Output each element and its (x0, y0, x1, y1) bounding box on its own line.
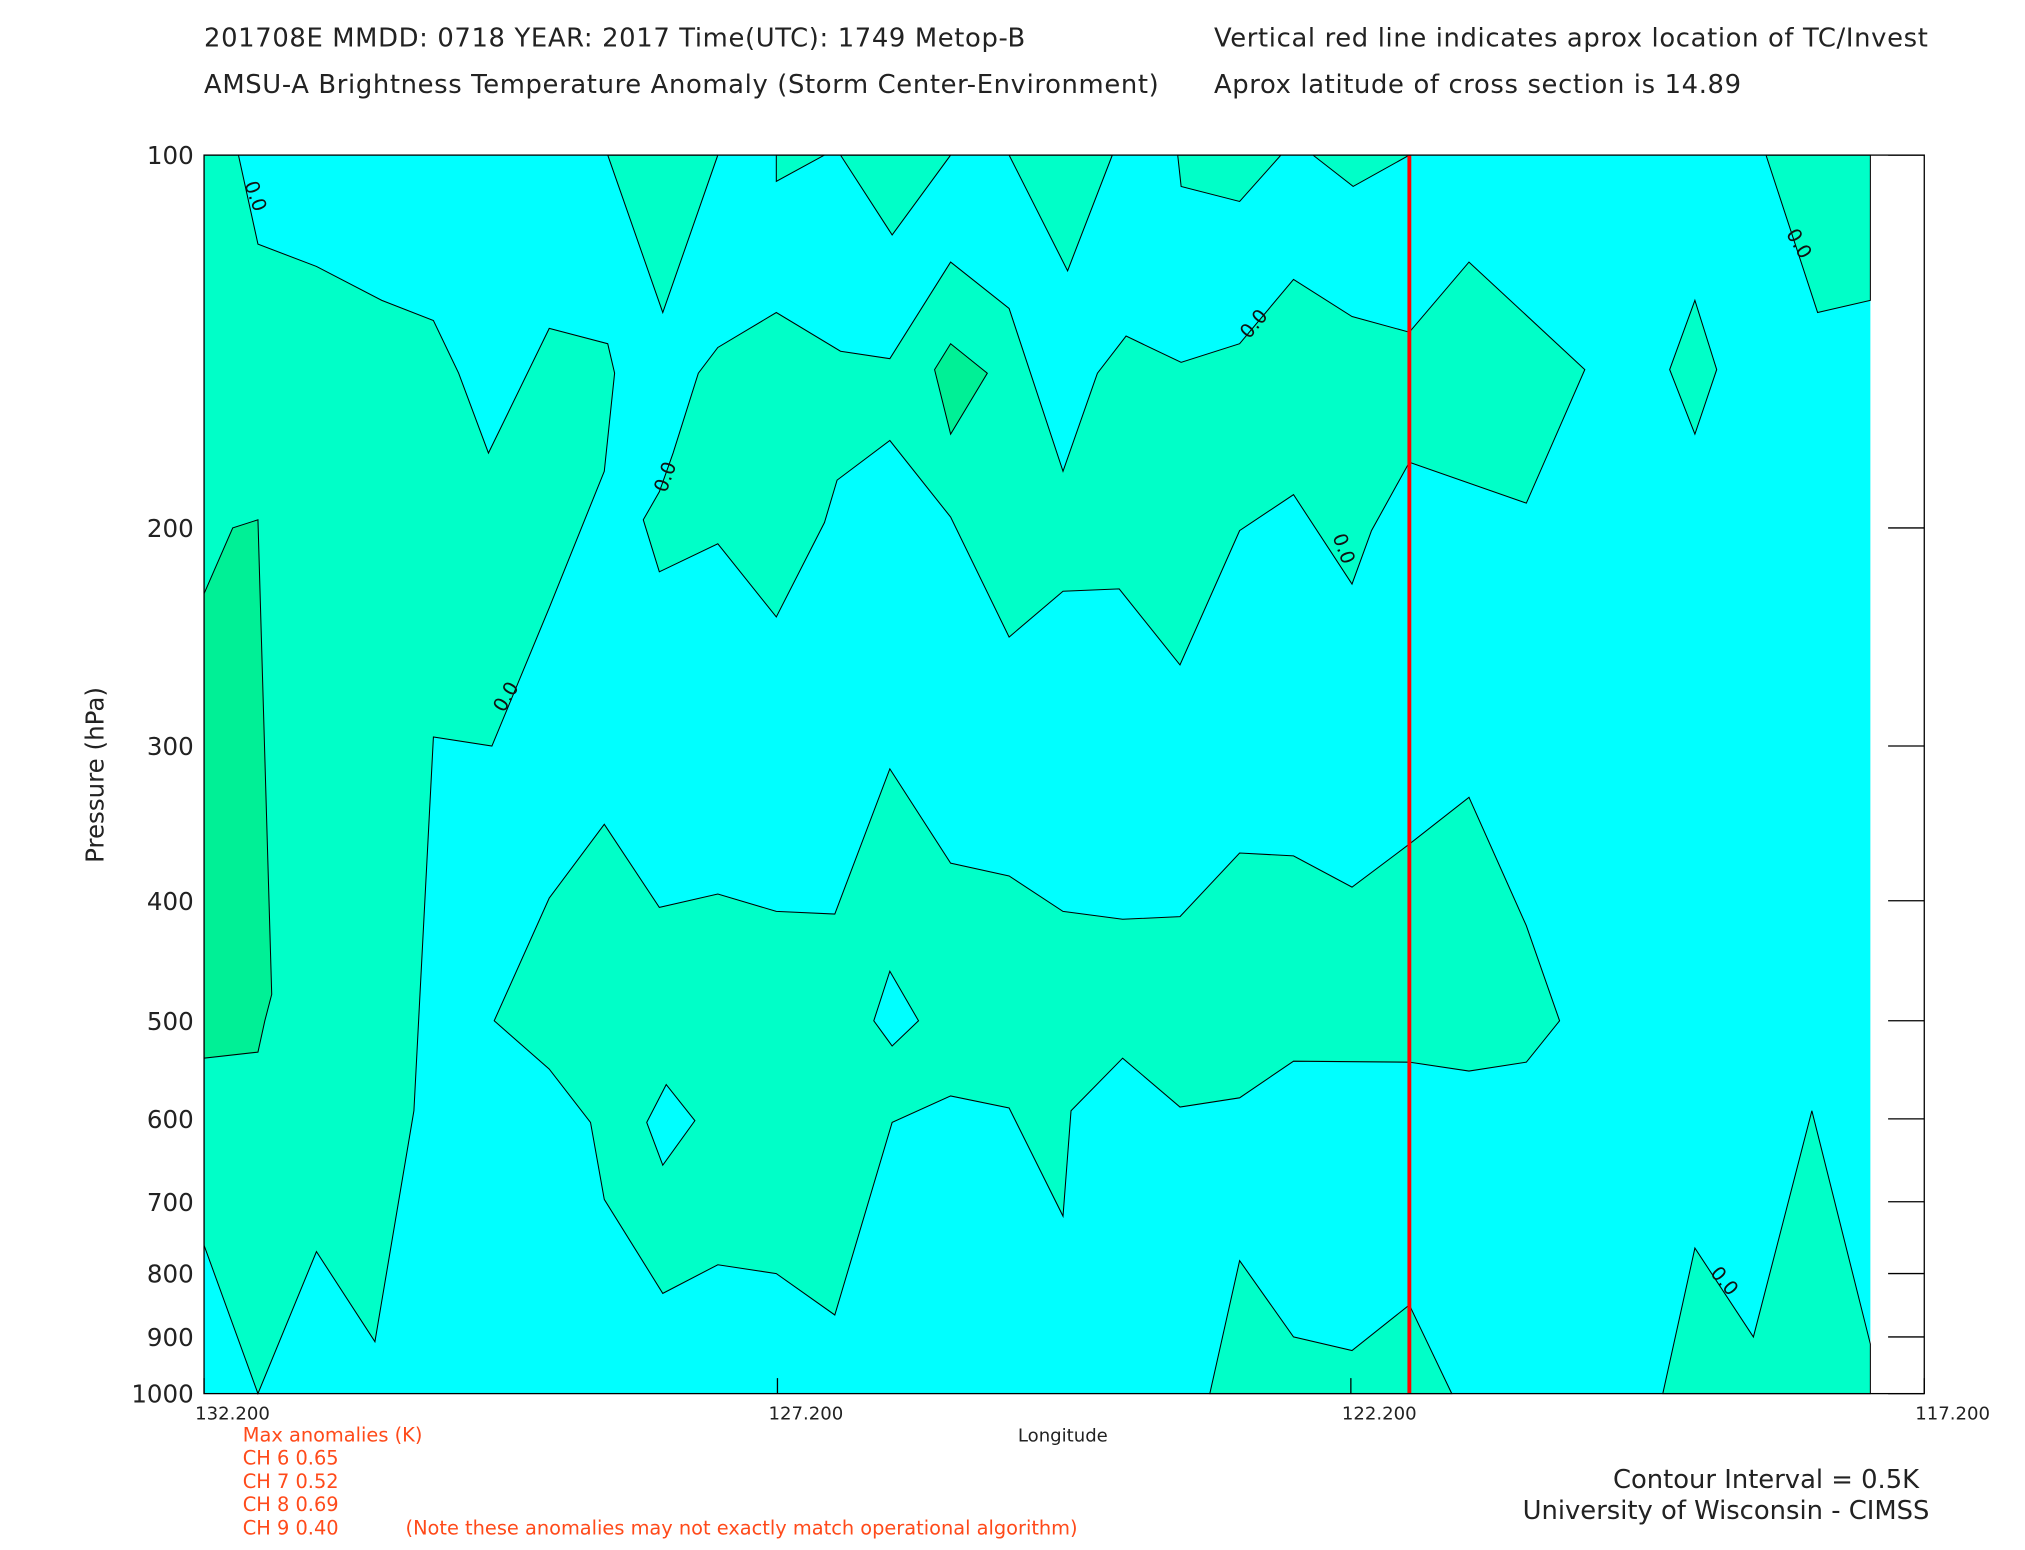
contour-interval: Contour Interval = 0.5K (1613, 1465, 1920, 1495)
x-tick-label: 132.200 (195, 1403, 270, 1424)
note: Aprox latitude of cross section is 14.89 (1214, 70, 1742, 100)
y-tick-label: 200 (147, 514, 194, 543)
y-tick-label: 900 (147, 1323, 194, 1352)
x-axis-label: Longitude (1018, 1425, 1108, 1446)
plot-area: 0.00.00.00.00.00.00.01002003004005006007… (131, 141, 1990, 1424)
contour-region (203, 154, 616, 1396)
y-tick-label: 400 (147, 887, 194, 916)
anomaly-row: CH 9 0.40 (243, 1516, 339, 1539)
plot-frame (203, 154, 1925, 1395)
chart-title: 201708E MMDD: 0718 YEAR: 2017 Time(UTC):… (204, 24, 1026, 54)
note: Vertical red line indicates aprox locati… (1214, 24, 1929, 54)
y-tick-label: 600 (147, 1105, 194, 1134)
contour-region (873, 969, 920, 1047)
contour-region (493, 767, 1561, 1316)
x-tick-label: 117.200 (1915, 1403, 1990, 1424)
anomaly-row: CH 7 0.52 (243, 1470, 339, 1493)
credit: University of Wisconsin - CIMSS (1523, 1496, 1930, 1526)
contour-region (642, 261, 1586, 666)
anomaly-row: CH 8 0.69 (243, 1493, 339, 1516)
field-background (204, 155, 1871, 1394)
chart-subtitle: AMSU-A Brightness Temperature Anomaly (S… (204, 70, 1159, 100)
contour-region (934, 342, 988, 436)
contour-region (1669, 298, 1718, 436)
x-tick-label: 122.200 (1342, 1403, 1417, 1424)
anomaly-row: CH 6 0.65 (243, 1447, 339, 1470)
y-tick-label: 700 (147, 1188, 194, 1217)
y-tick-label: 500 (147, 1007, 194, 1036)
anomaly-title: Max anomalies (K) (243, 1423, 423, 1446)
y-tick-label: 800 (147, 1260, 194, 1289)
y-tick-label: 1000 (131, 1380, 193, 1409)
contour-region (203, 519, 273, 1059)
y-axis-label: Pressure (hPa) (80, 687, 109, 863)
labels: 201708E MMDD: 0718 YEAR: 2017 Time(UTC):… (80, 24, 1929, 1540)
anomaly-note: (Note these anomalies may not exactly ma… (406, 1516, 1078, 1539)
x-tick-label: 127.200 (768, 1403, 843, 1424)
y-tick-label: 300 (147, 732, 194, 761)
contour-region (646, 1083, 696, 1167)
y-tick-label: 100 (147, 141, 194, 170)
